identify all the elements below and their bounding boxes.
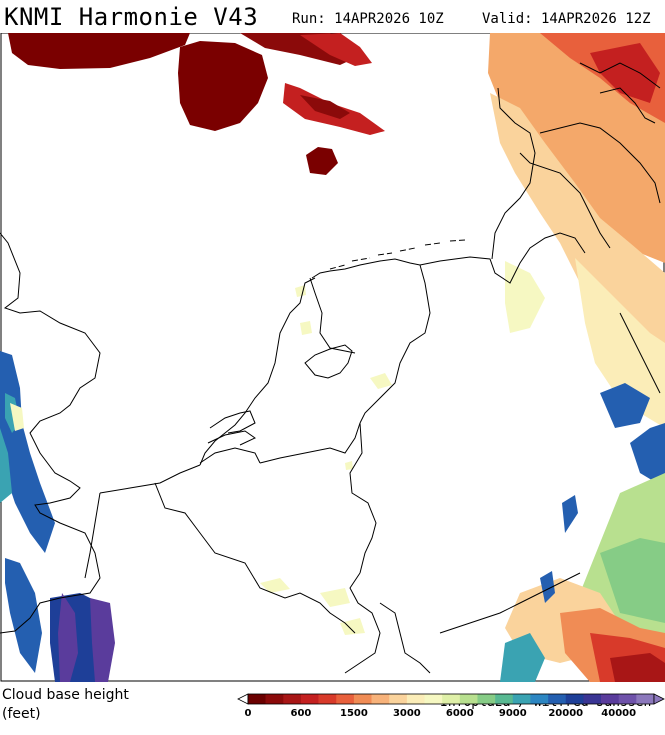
legend-swatch	[442, 694, 461, 704]
legend-swatch	[512, 694, 531, 704]
legend-swatch	[406, 694, 425, 704]
legend-swatch	[618, 694, 637, 704]
legend-colorbar: 0 600 1500 3000 6000 9000 20000 40000	[237, 693, 665, 719]
legend-tick-label: 40000	[601, 708, 636, 719]
cloud-area-scattered	[260, 285, 392, 635]
legend-swatch	[530, 694, 549, 704]
legend-swatch	[459, 694, 478, 704]
legend-swatch	[283, 694, 302, 704]
legend-swatch	[389, 694, 408, 704]
legend-swatch	[601, 694, 619, 704]
color-legend: 0 600 1500 3000 6000 9000 20000 40000	[236, 692, 665, 732]
legend-swatch	[548, 694, 567, 704]
legend-title: Cloud base height (feet)	[2, 686, 129, 724]
legend-tick-label: 3000	[393, 708, 421, 719]
legend-swatch	[265, 694, 284, 704]
map-canvas	[0, 33, 665, 682]
legend-tick-label: 20000	[548, 708, 583, 719]
cloud-area-west	[0, 351, 115, 682]
legend-title-line1: Cloud base height	[2, 687, 129, 703]
forecast-map: Infoplaza / Wilfred Janssen	[0, 33, 665, 710]
legend-swatch	[477, 694, 496, 704]
legend-swatch	[336, 694, 355, 704]
legend-arrow-right	[653, 693, 665, 705]
coastlines	[0, 62, 661, 674]
legend-swatch	[636, 694, 655, 704]
legend-swatch	[565, 694, 584, 704]
legend-tick-label: 1500	[340, 708, 368, 719]
legend-swatch	[318, 694, 337, 704]
legend-swatch	[371, 694, 390, 704]
legend-tick-label: 0	[245, 708, 252, 719]
cloud-area-southeast	[500, 473, 665, 682]
run-time: Run: 14APR2026 10Z	[292, 11, 444, 27]
cloud-area-north	[8, 33, 385, 175]
legend-swatch	[424, 694, 443, 704]
map-title: KNMI Harmonie V43	[4, 3, 259, 31]
legend-swatch	[300, 694, 319, 704]
legend-swatch	[248, 694, 266, 704]
legend-swatch	[353, 694, 372, 704]
legend-swatch	[495, 694, 514, 704]
legend-title-line2: (feet)	[2, 706, 41, 722]
legend-arrow-left	[237, 693, 249, 705]
legend-tick-label: 600	[291, 708, 312, 719]
legend-tick-label: 6000	[446, 708, 474, 719]
legend-swatch	[583, 694, 602, 704]
header: KNMI Harmonie V43 Run: 14APR2026 10Z Val…	[0, 0, 665, 33]
legend-tick-label: 9000	[499, 708, 527, 719]
valid-time: Valid: 14APR2026 12Z	[482, 11, 651, 27]
